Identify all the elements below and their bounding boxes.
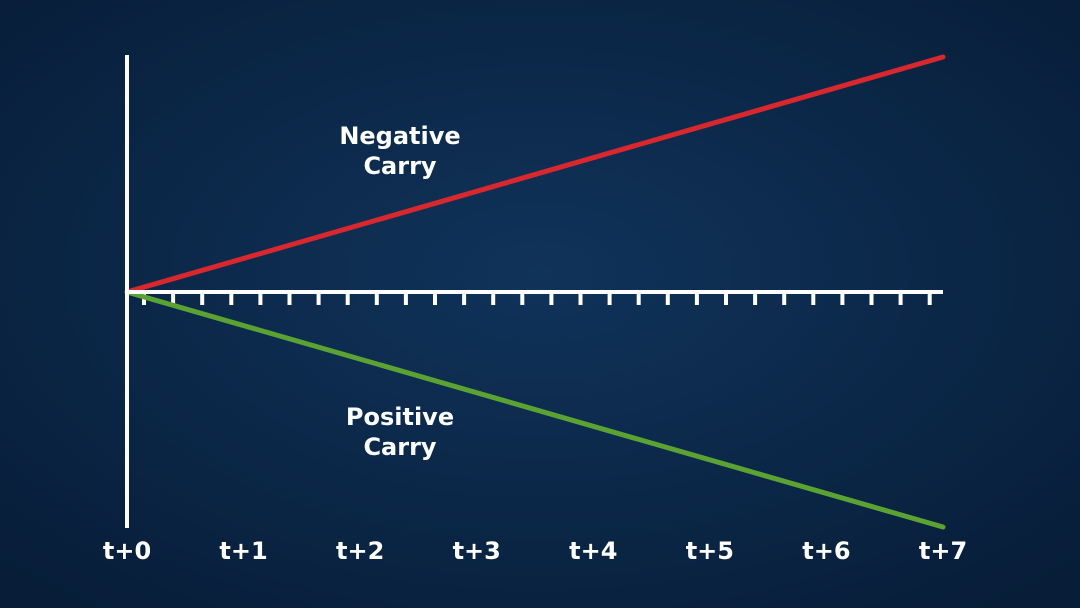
tick-marks: [142, 292, 932, 305]
x-label: t+6: [802, 537, 850, 565]
x-label: t+0: [103, 537, 151, 565]
negative-label: Negative: [339, 122, 460, 150]
positive-carry-line: [124, 289, 946, 530]
x-label: t+5: [686, 537, 734, 565]
positive-label: Positive: [346, 403, 454, 431]
negative-label: Carry: [363, 152, 436, 180]
x-labels: t+0 t+1 t+2 t+3 t+4 t+5 t+6 t+7: [103, 537, 967, 565]
negative-carry-line: [124, 54, 946, 295]
x-label: t+2: [336, 537, 384, 565]
x-label: t+4: [569, 537, 617, 565]
positive-label: Carry: [363, 433, 436, 461]
x-label: t+3: [453, 537, 501, 565]
x-label: t+7: [919, 537, 967, 565]
x-label: t+1: [219, 537, 267, 565]
